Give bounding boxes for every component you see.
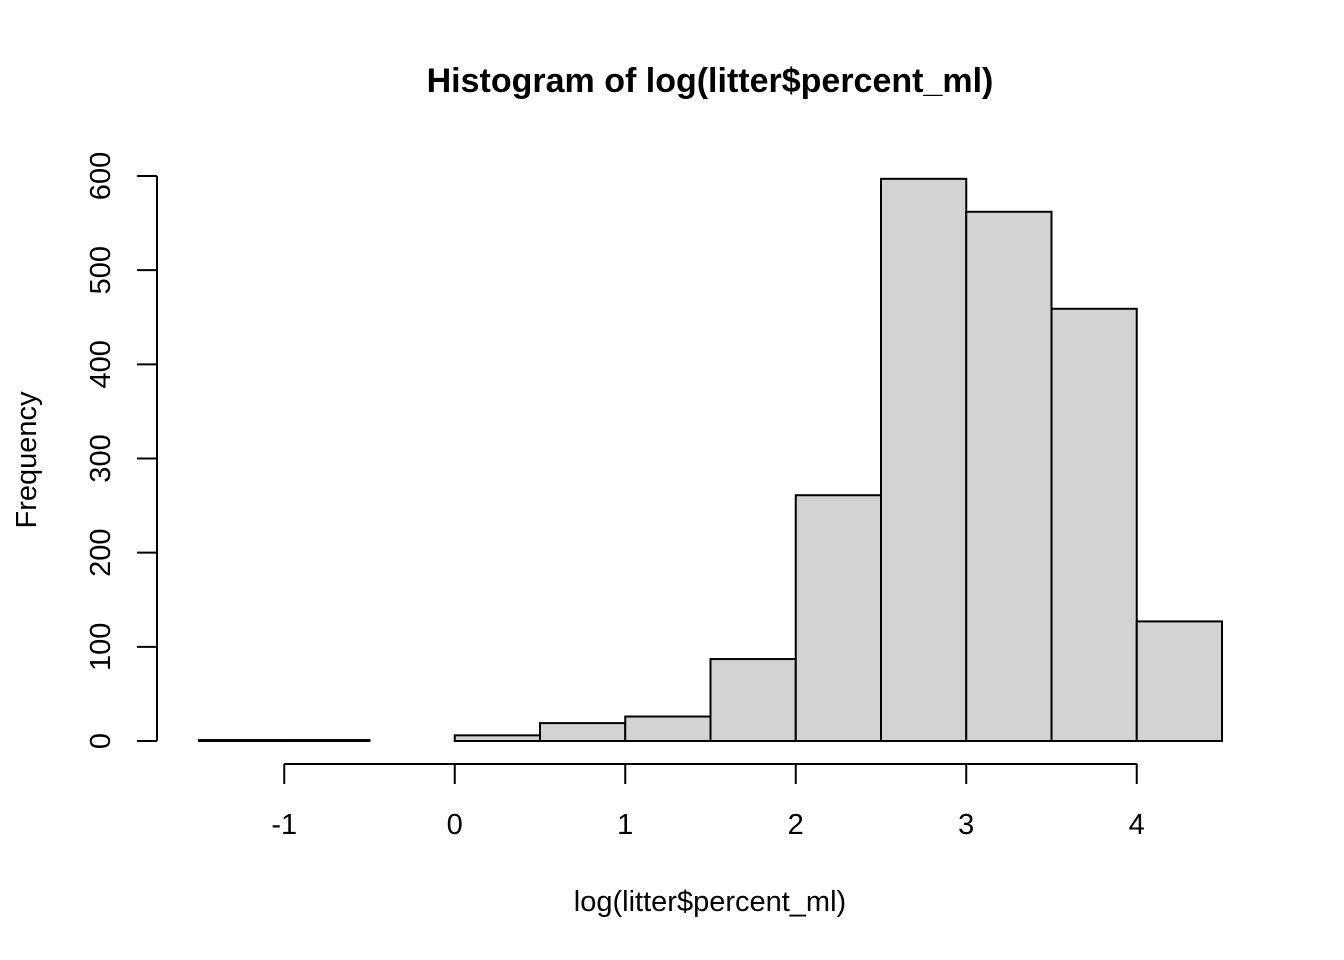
histogram-bar-11 — [1135, 620, 1223, 742]
histogram-bar-8 — [880, 177, 968, 742]
x-tick-label: 4 — [1129, 809, 1145, 841]
histogram-bar-3 — [453, 734, 541, 742]
y-tick-label: 300 — [85, 434, 117, 482]
chart-title: Histogram of log(litter$percent_ml) — [427, 62, 994, 100]
y-axis-ticks: 0 100 200 300 400 500 600 — [85, 152, 157, 749]
x-tick-label: 2 — [788, 809, 804, 841]
y-tick-label: 400 — [85, 340, 117, 388]
y-axis: 0 100 200 300 400 500 600 — [85, 152, 158, 749]
y-tick-label: 200 — [85, 528, 117, 576]
y-tick-label: 100 — [85, 623, 117, 671]
x-tick-label: -1 — [271, 809, 297, 841]
histogram-bar-10 — [1050, 307, 1138, 742]
histogram-bar-4 — [539, 722, 627, 743]
y-tick-label: 500 — [85, 246, 117, 294]
x-axis: -1 0 1 2 3 4 — [271, 763, 1145, 841]
y-tick-label: 600 — [85, 152, 117, 200]
x-axis-label: log(litter$percent_ml) — [574, 886, 846, 918]
histogram-bars — [198, 177, 1223, 743]
y-axis-label: Frequency — [11, 391, 43, 529]
histogram-bar-5 — [624, 715, 712, 742]
histogram-bar-7 — [794, 494, 882, 742]
histogram-bar-9 — [965, 210, 1053, 743]
histogram-bar-0 — [198, 739, 286, 743]
histogram-bar-6 — [709, 658, 797, 743]
x-tick-label: 0 — [447, 809, 463, 841]
x-axis-ticks: -1 0 1 2 3 4 — [271, 764, 1145, 841]
x-tick-label: 3 — [958, 809, 974, 841]
histogram-bar-1 — [283, 739, 371, 743]
y-tick-label: 0 — [85, 733, 117, 749]
x-tick-label: 1 — [617, 809, 633, 841]
